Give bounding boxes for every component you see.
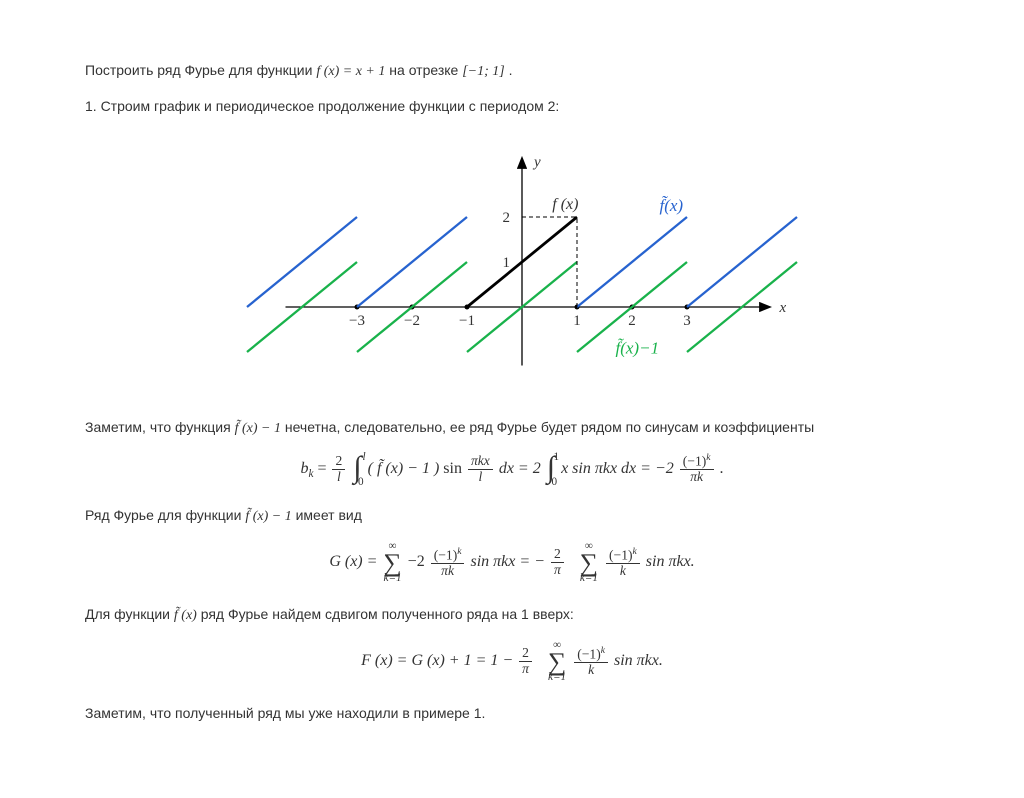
int-top: l (363, 451, 366, 463)
den: πk (680, 470, 714, 485)
text: ряд Фурье найдем сдвигом полученного ряд… (201, 606, 574, 622)
lhs: F (x) = G (x) + 1 = 1 − (361, 652, 517, 669)
eq: = (317, 460, 330, 477)
periodic-extension-chart: −3 −2 −1 1 2 3 1 2 y x f (x) f̃(x) f̃(x)−1 (222, 137, 802, 387)
int-bot: 0 (551, 476, 557, 488)
text: Для функции (85, 606, 174, 622)
sum-sym: ∑ (383, 553, 401, 573)
sup: k (601, 646, 605, 656)
math-ftilde: f̃ (x) (174, 608, 197, 623)
formula-bk: bk = 2l l∫0 ( f̃ (x) − 1 ) sin πkxl dx =… (85, 453, 939, 485)
sum-bot: k=1 (580, 573, 598, 584)
den: k (574, 663, 608, 678)
math-ftilde-m1: f̃ (x) − 1 (235, 421, 281, 436)
svg-text:2: 2 (628, 313, 636, 329)
paragraph-1: Построить ряд Фурье для функции f (x) = … (85, 60, 939, 82)
chart-svg: −3 −2 −1 1 2 3 1 2 y x f (x) f̃(x) f̃(x)−1 (222, 137, 802, 387)
svg-text:−3: −3 (349, 313, 365, 329)
num: 2 (551, 547, 564, 563)
num: (−1) (434, 547, 458, 562)
text: нечетна, следовательно, ее ряд Фурье буд… (285, 419, 814, 435)
sup: k (633, 547, 637, 557)
num: (−1) (683, 454, 707, 469)
int-top: 1 (553, 451, 559, 463)
paragraph-5: Для функции f̃ (x) ряд Фурье найдем сдви… (85, 604, 939, 626)
den: πk (431, 564, 465, 579)
svg-text:y: y (532, 155, 541, 171)
mid: x sin πkx dx = −2 (561, 460, 674, 477)
den: l (332, 470, 345, 485)
svg-text:f̃(x)−1: f̃(x)−1 (616, 339, 660, 358)
den: k (606, 564, 640, 579)
sum-sym: ∑ (580, 553, 598, 573)
text: имеет вид (296, 507, 362, 523)
sup: k (706, 453, 710, 463)
text: Ряд Фурье для функции (85, 507, 245, 523)
text: Построить ряд Фурье для функции (85, 62, 316, 78)
int-bot: 0 (358, 476, 364, 488)
svg-text:f (x): f (x) (552, 196, 578, 213)
sup: k (457, 547, 461, 557)
end: sin πkx. (614, 652, 663, 669)
paragraph-2: 1. Строим график и периодическое продолж… (85, 96, 939, 117)
svg-text:1: 1 (503, 255, 511, 271)
num: πkx (468, 454, 493, 470)
num: (−1) (609, 547, 633, 562)
paragraph-3: Заметим, что функция f̃ (x) − 1 нечетна,… (85, 417, 939, 439)
text: Заметим, что функция (85, 419, 235, 435)
dx: dx = 2 (499, 460, 545, 477)
paren: ( f̃ (x) − 1 ) (368, 460, 440, 477)
sin: sin (443, 460, 466, 477)
sin: sin πkx = − (470, 554, 544, 571)
den: π (551, 563, 564, 578)
svg-text:2: 2 (503, 210, 511, 226)
num: (−1) (577, 646, 601, 661)
math-interval: [−1; 1] (462, 64, 505, 79)
sum-bot: k=1 (548, 672, 566, 683)
end: sin πkx. (646, 554, 695, 571)
num: 2 (332, 454, 345, 470)
math-func-def: f (x) = x + 1 (316, 64, 385, 79)
text: на отрезке (389, 62, 462, 78)
svg-text:−1: −1 (459, 313, 475, 329)
formula-G: G (x) = ∞∑k=1 −2 (−1)kπk sin πkx = − 2π … (85, 541, 939, 584)
svg-text:1: 1 (573, 313, 581, 329)
sum-bot: k=1 (383, 573, 401, 584)
svg-text:x: x (779, 300, 787, 316)
paragraph-6: Заметим, что полученный ряд мы уже наход… (85, 703, 939, 724)
math-ftilde-m1: f̃ (x) − 1 (245, 509, 291, 524)
formula-F: F (x) = G (x) + 1 = 1 − 2π ∞∑k=1 (−1)kk … (85, 640, 939, 683)
end: . (720, 460, 724, 477)
coef: −2 (408, 554, 425, 571)
den: π (519, 662, 532, 677)
svg-text:3: 3 (683, 313, 691, 329)
sub: k (308, 468, 313, 480)
sum-sym: ∑ (548, 652, 566, 672)
text: . (509, 62, 513, 78)
lhs: G (x) = (329, 554, 381, 571)
svg-text:f̃(x): f̃(x) (660, 196, 684, 215)
num: 2 (519, 646, 532, 662)
paragraph-4: Ряд Фурье для функции f̃ (x) − 1 имеет в… (85, 505, 939, 527)
svg-text:−2: −2 (404, 313, 420, 329)
den: l (468, 470, 493, 485)
